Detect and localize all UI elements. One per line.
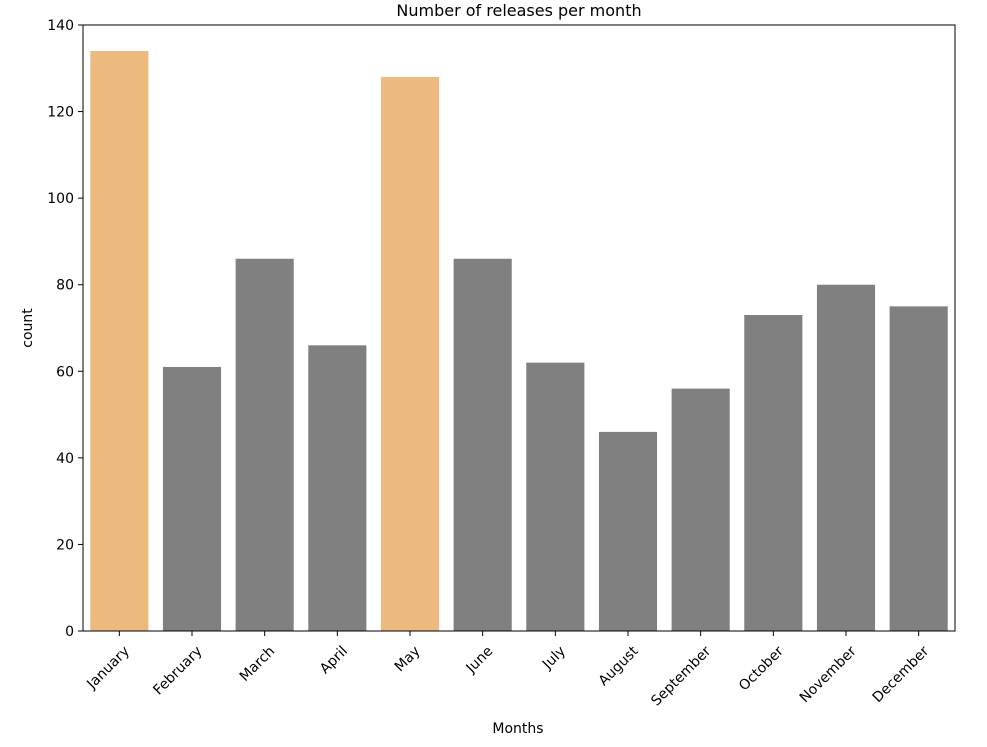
- bar-april: [308, 345, 367, 631]
- x-tick-label-december: December: [870, 643, 933, 706]
- x-tick-label-september: September: [648, 643, 714, 709]
- y-tick-label: 100: [47, 191, 74, 207]
- bar-january: [90, 50, 149, 632]
- bar-august: [598, 431, 658, 631]
- plot-frame: [82, 24, 956, 632]
- x-tick-label-july: July: [539, 643, 569, 673]
- bar-september: [671, 388, 730, 631]
- y-tick-label: 40: [56, 451, 74, 467]
- x-tick-label-november: November: [797, 643, 860, 706]
- x-tick-label-march: March: [237, 643, 278, 684]
- bar-december: [889, 306, 948, 631]
- bar-november: [816, 284, 876, 631]
- y-tick-label: 20: [56, 537, 74, 553]
- y-tick-label: 120: [47, 105, 74, 121]
- x-tick-label-april: April: [317, 643, 351, 677]
- x-axis-label: Months: [492, 721, 543, 737]
- y-tick-label: 0: [65, 624, 74, 640]
- bars: [90, 50, 948, 632]
- x-tick-label-may: May: [392, 643, 424, 675]
- x-tick-label-august: August: [596, 643, 642, 689]
- bar-february: [162, 366, 222, 631]
- y-tick-label: 60: [56, 364, 74, 380]
- x-tick-label-june: June: [463, 643, 497, 677]
- bar-june: [453, 258, 512, 631]
- bar-may: [380, 76, 440, 631]
- chart-title: Number of releases per month: [396, 1, 641, 20]
- bar-march: [235, 258, 294, 631]
- x-tick-label-october: October: [736, 643, 787, 694]
- x-axis: January February March April May June July Augu…: [83, 631, 932, 709]
- y-axis: 0 20 40 60 80 100 120 140: [47, 18, 83, 640]
- bar-october: [744, 315, 803, 631]
- x-tick-label-january: January: [83, 643, 133, 693]
- x-tick-label-february: February: [150, 643, 205, 698]
- y-tick-label: 140: [47, 18, 74, 34]
- y-axis-label: count: [20, 308, 36, 348]
- y-tick-label: 80: [56, 278, 74, 294]
- bar-july: [526, 362, 585, 631]
